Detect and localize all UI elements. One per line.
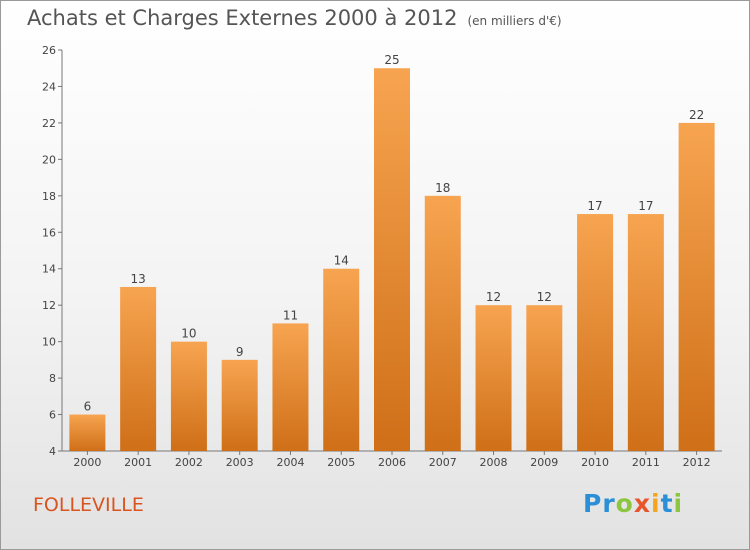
logo-letter: t <box>660 489 674 518</box>
bar-2003 <box>221 359 258 451</box>
data-label-2002: 10 <box>181 327 196 341</box>
bar-2000 <box>69 414 106 451</box>
bar-2010 <box>577 214 614 451</box>
data-label-2004: 11 <box>283 308 298 322</box>
data-label-2001: 13 <box>131 272 146 286</box>
data-label-2009: 12 <box>537 290 552 304</box>
y-tick-label: 24 <box>42 80 56 93</box>
bar-2005 <box>323 268 360 451</box>
x-tick-label-2004: 2004 <box>276 456 304 469</box>
data-label-2000: 6 <box>84 400 92 414</box>
data-label-2006: 25 <box>384 53 399 67</box>
x-tick-label-2006: 2006 <box>378 456 406 469</box>
x-tick-label-2001: 2001 <box>124 456 152 469</box>
x-tick-label-2003: 2003 <box>226 456 254 469</box>
bar-2007 <box>424 195 461 451</box>
y-tick-label: 4 <box>49 445 56 458</box>
x-tick-label-2000: 2000 <box>73 456 101 469</box>
logo-letter: P <box>583 489 603 518</box>
x-tick-label-2005: 2005 <box>327 456 355 469</box>
x-tick-label-2002: 2002 <box>175 456 203 469</box>
x-tick-label-2009: 2009 <box>530 456 558 469</box>
data-label-2008: 12 <box>486 290 501 304</box>
title-text: Achats et Charges Externes 2000 à 2012 <box>27 6 458 30</box>
logo-letter: x <box>633 489 651 518</box>
bar-2009 <box>526 305 563 451</box>
x-tick-label-2011: 2011 <box>632 456 660 469</box>
data-label-2003: 9 <box>236 345 244 359</box>
y-tick-label: 18 <box>42 190 56 203</box>
x-tick-label-2010: 2010 <box>581 456 609 469</box>
data-label-2012: 22 <box>689 108 704 122</box>
y-tick-label: 8 <box>49 372 56 385</box>
chart-title: Achats et Charges Externes 2000 à 2012 (e… <box>27 6 562 30</box>
data-label-2005: 14 <box>334 254 349 268</box>
logo-letter: r <box>602 489 616 518</box>
y-tick-label: 14 <box>42 263 56 276</box>
logo-letter: i <box>651 489 661 518</box>
data-label-2011: 17 <box>638 199 653 213</box>
chart-subtitle: (en milliers d'€) <box>467 14 562 28</box>
bar-2004 <box>272 323 309 451</box>
bar-2008 <box>475 305 512 451</box>
x-tick-label-2007: 2007 <box>429 456 457 469</box>
y-tick-label: 6 <box>49 409 56 422</box>
data-label-2007: 18 <box>435 181 450 195</box>
y-tick-label: 16 <box>42 226 56 239</box>
y-tick-label: 20 <box>42 153 56 166</box>
logo-letter: i <box>673 489 684 518</box>
proxiti-logo: Proxiti <box>583 489 683 518</box>
bar-2012 <box>678 122 715 451</box>
y-tick-label: 26 <box>42 44 56 57</box>
data-label-2010: 17 <box>587 199 602 213</box>
location-label: FOLLEVILLE <box>33 494 144 516</box>
x-axis: 2000 2001 2002 2003 2004 2005 2006 2007 2008 2009… <box>62 450 722 469</box>
y-tick-label: 22 <box>42 117 56 130</box>
y-axis: 4 6 8 10 12 14 16 18 20 22 24 26 <box>42 44 63 458</box>
bar-2002 <box>170 341 207 451</box>
bar-2011 <box>627 214 664 451</box>
x-tick-label-2008: 2008 <box>480 456 508 469</box>
logo-letter: o <box>615 489 634 518</box>
y-tick-label: 12 <box>42 299 56 312</box>
bar-2001 <box>120 286 157 451</box>
bars: 6 13 10 9 11 14 25 18 12 12 17 17 22 <box>69 53 715 452</box>
y-tick-label: 10 <box>42 336 56 349</box>
x-tick-label-2012: 2012 <box>683 456 711 469</box>
bar-2006 <box>374 68 410 452</box>
